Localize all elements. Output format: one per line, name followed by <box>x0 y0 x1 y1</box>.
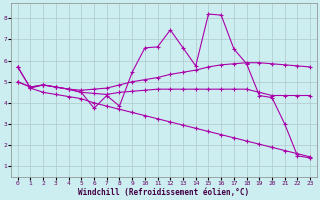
X-axis label: Windchill (Refroidissement éolien,°C): Windchill (Refroidissement éolien,°C) <box>78 188 250 197</box>
